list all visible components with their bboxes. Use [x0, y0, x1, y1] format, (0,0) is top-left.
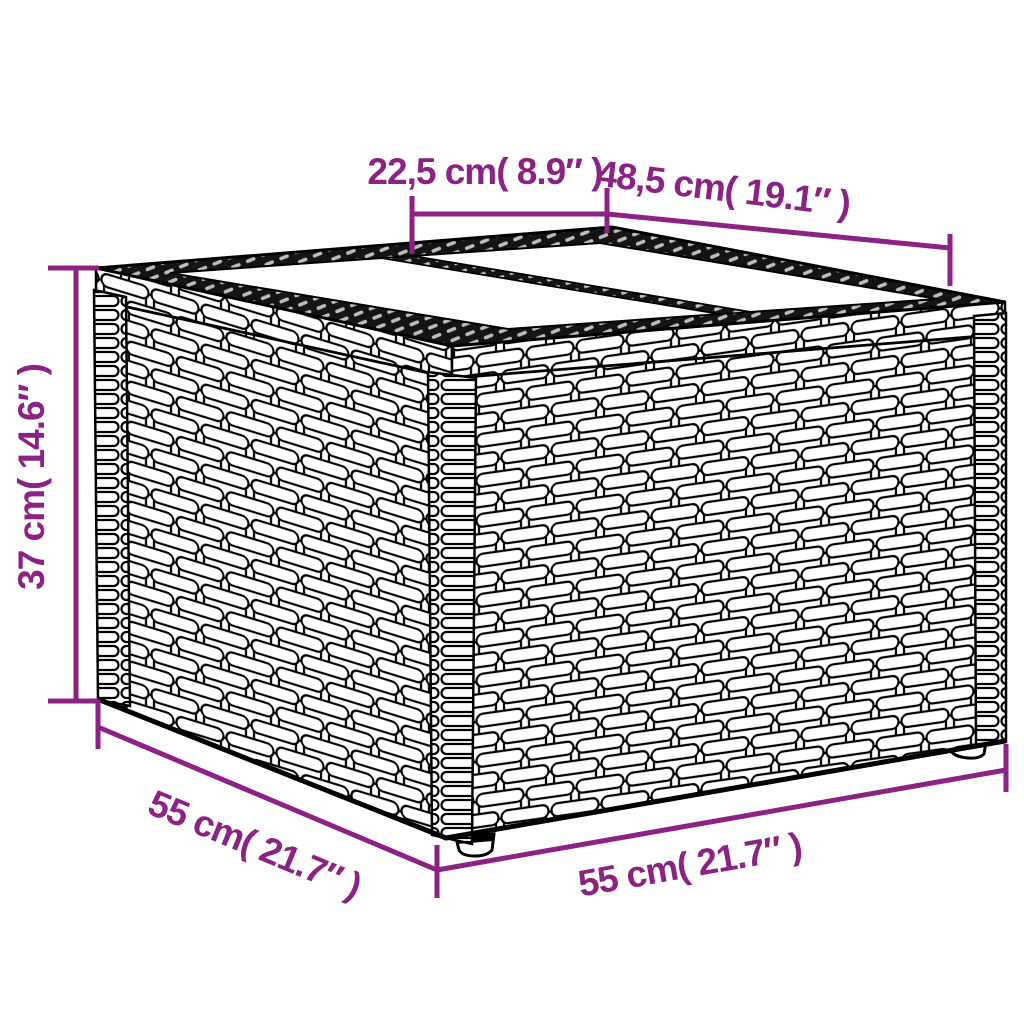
wicker-table-drawing: [92, 225, 1008, 858]
dimension-annotations: [48, 188, 1009, 898]
left-face-weave: [94, 298, 454, 841]
left-corner-column: [92, 288, 132, 708]
dim-top-panel-width: [409, 188, 610, 254]
front-corner-column: [426, 370, 478, 846]
dimension-label-top-panel-width: 22,5 cm( 8.9″ ): [367, 151, 602, 192]
dimension-label-height: 37 cm( 14.6″ ): [11, 364, 52, 590]
dimension-label-front-width: 55 cm( 21.7″ ): [575, 825, 805, 905]
right-corner-column: [972, 311, 1008, 747]
right-face-weave: [444, 332, 1007, 840]
dimension-label-top-depth: 48,5 cm( 19.1″ ): [595, 153, 853, 225]
dim-top-depth: [606, 211, 953, 286]
dim-height: [48, 265, 99, 704]
dim-side-depth: [95, 700, 440, 898]
bottom-edge-outline: [99, 697, 1006, 841]
glass-divider-strip: [381, 255, 751, 315]
dim-front-width: [436, 744, 1009, 873]
dimension-label-side-depth: 55 cm( 21.7″ ): [143, 782, 367, 906]
